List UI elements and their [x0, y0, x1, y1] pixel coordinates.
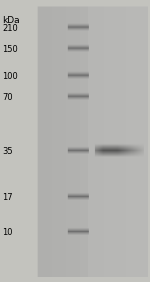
Text: kDa: kDa — [2, 16, 20, 25]
Text: 210: 210 — [2, 24, 18, 33]
Text: 100: 100 — [2, 72, 18, 81]
Text: 17: 17 — [2, 192, 13, 201]
Text: 70: 70 — [2, 93, 13, 102]
Text: 150: 150 — [2, 45, 18, 54]
Text: 35: 35 — [2, 147, 13, 156]
Text: 10: 10 — [2, 228, 12, 237]
